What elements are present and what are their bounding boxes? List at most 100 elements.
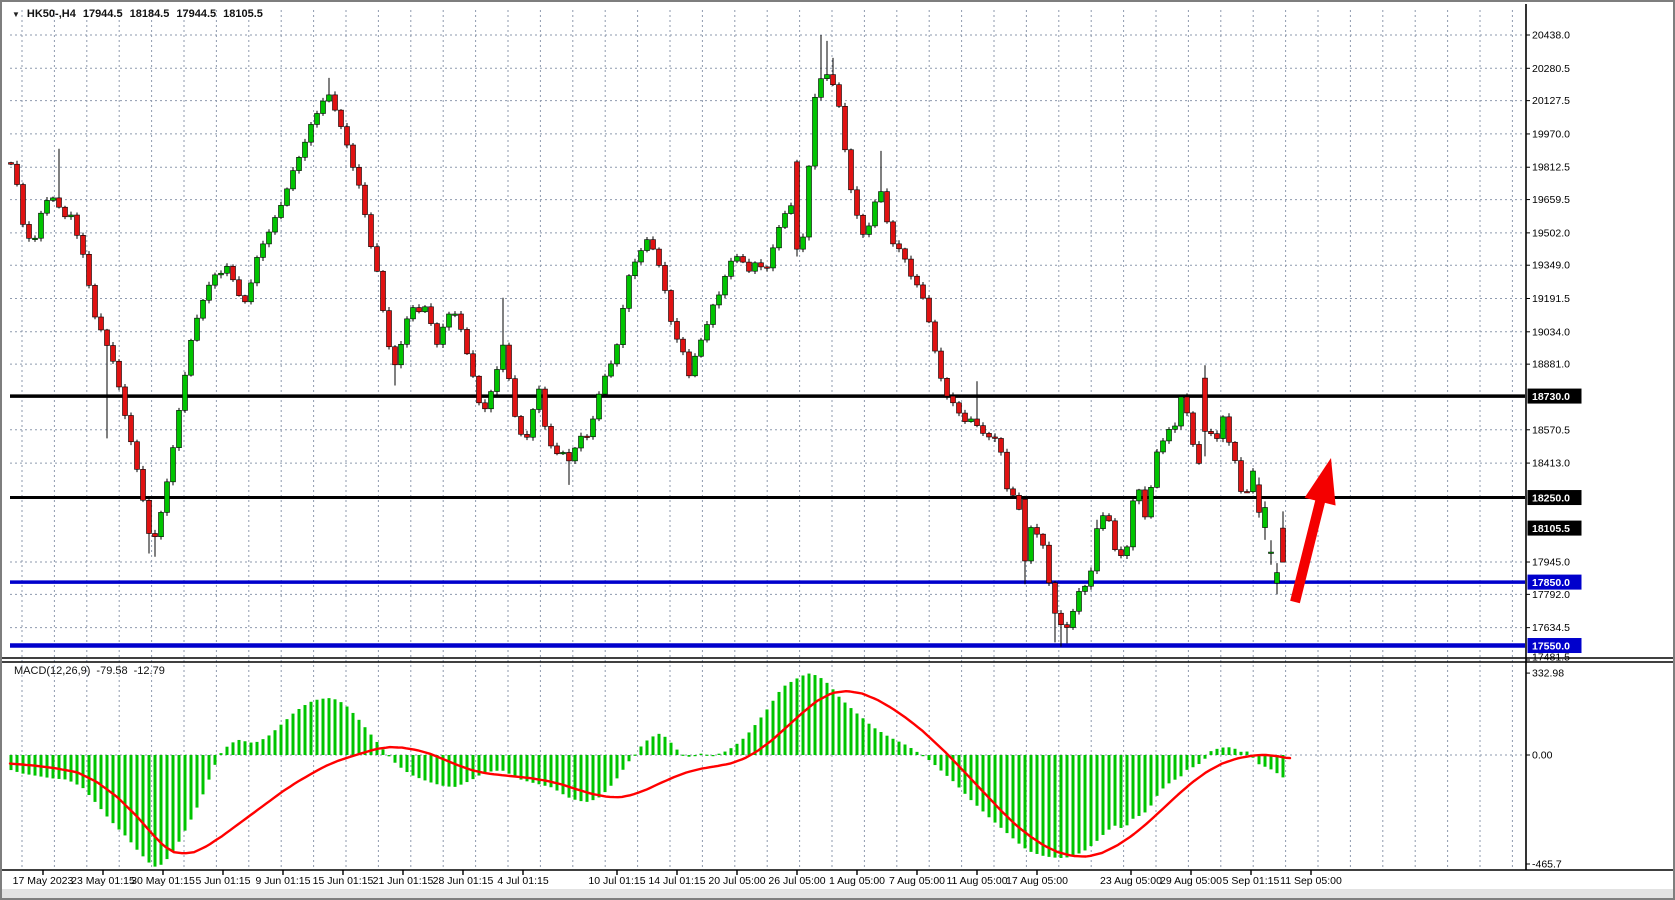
candlestick xyxy=(74,214,80,236)
candlestick xyxy=(1232,441,1238,461)
macd-histogram-bar xyxy=(561,755,565,795)
macd-histogram-bar xyxy=(939,755,943,771)
candlestick xyxy=(374,246,380,272)
macd-histogram-bar xyxy=(393,755,397,763)
candlestick xyxy=(854,189,860,216)
candlestick xyxy=(602,375,608,395)
candlestick xyxy=(1244,491,1250,494)
candlestick xyxy=(614,344,620,365)
time-axis-label: 20 Jul 05:00 xyxy=(708,875,765,887)
price-axis-label: 17792.0 xyxy=(1532,589,1570,601)
macd-histogram-bar xyxy=(1149,755,1153,806)
candlestick xyxy=(626,275,632,309)
macd-histogram-bar xyxy=(135,755,139,850)
macd-histogram-bar xyxy=(1119,755,1123,828)
candlestick xyxy=(50,197,56,201)
macd-histogram-bar xyxy=(861,718,865,755)
candlestick xyxy=(1280,527,1286,563)
candlestick xyxy=(290,170,296,190)
macd-histogram-bar xyxy=(705,754,709,756)
candlestick xyxy=(380,270,386,311)
macd-histogram-bar xyxy=(741,738,745,755)
candlestick xyxy=(332,94,338,111)
price-badge-label: 18105.5 xyxy=(1532,523,1570,535)
time-axis-label: 1 Aug 05:00 xyxy=(829,875,885,887)
macd-histogram-bar xyxy=(1209,751,1213,755)
macd-histogram-bar xyxy=(783,685,787,755)
candlestick xyxy=(1214,433,1220,439)
quote-open: 17944.5 xyxy=(82,8,123,20)
candlestick xyxy=(914,275,920,286)
candlestick xyxy=(458,313,464,330)
macd-histogram-bar xyxy=(141,755,145,857)
macd-histogram-bar xyxy=(459,755,463,785)
macd-histogram-bar xyxy=(1125,755,1129,826)
symbol-dropdown-icon[interactable]: ▼ xyxy=(12,9,20,19)
macd-histogram-bar xyxy=(267,735,271,755)
candlestick xyxy=(524,434,530,438)
price-axis-label: 20127.5 xyxy=(1532,95,1570,107)
candlestick xyxy=(1082,585,1088,592)
macd-histogram-bar xyxy=(1077,755,1081,854)
candlestick xyxy=(224,266,230,274)
candlestick xyxy=(632,261,638,276)
candlestick xyxy=(260,243,266,258)
macd-histogram-bar xyxy=(201,755,205,795)
macd-histogram-bar xyxy=(693,755,697,757)
macd-histogram-bar xyxy=(1245,751,1249,755)
macd-histogram-bar xyxy=(963,755,967,794)
candlestick xyxy=(572,447,578,462)
candlestick xyxy=(704,324,710,341)
candlestick xyxy=(104,329,110,346)
candlestick xyxy=(1016,495,1022,510)
time-axis-label: 9 Jun 01:15 xyxy=(256,875,311,887)
trend-arrow-shaft[interactable] xyxy=(1290,494,1327,604)
quote-high: 18184.5 xyxy=(129,8,170,20)
macd-histogram-bar xyxy=(753,725,757,755)
macd-histogram-bar xyxy=(759,717,763,755)
macd-histogram-bar xyxy=(99,755,103,810)
macd-histogram-bar xyxy=(321,698,325,755)
candlestick xyxy=(434,323,440,345)
candlestick xyxy=(1070,610,1076,628)
macd-histogram-bar xyxy=(855,713,859,755)
trend-arrow-head[interactable] xyxy=(1304,458,1336,506)
macd-histogram-bar xyxy=(519,755,523,780)
candlestick xyxy=(1172,425,1178,430)
macd-histogram-bar xyxy=(609,755,613,786)
macd-histogram-bar xyxy=(147,755,151,863)
macd-histogram-bar xyxy=(633,754,637,756)
macd-histogram-bar xyxy=(369,734,373,755)
macd-histogram-bar xyxy=(819,678,823,755)
time-axis-label: 17 May 2023 xyxy=(13,875,74,887)
macd-histogram-bar xyxy=(849,708,853,755)
time-axis-label: 17 Aug 05:00 xyxy=(1006,875,1068,887)
quote-close: 18105.5 xyxy=(223,8,263,20)
candlestick xyxy=(1106,515,1112,522)
candlestick xyxy=(506,344,512,379)
candlestick xyxy=(1100,515,1106,529)
macd-histogram-bar xyxy=(567,755,571,798)
time-axis-label: 11 Sep 05:00 xyxy=(1280,875,1342,887)
macd-histogram-bar xyxy=(789,681,793,755)
candlestick xyxy=(1196,444,1202,464)
time-axis-label: 29 Aug 05:00 xyxy=(1160,875,1222,887)
candlestick xyxy=(428,306,434,324)
macd-histogram-bar xyxy=(591,755,595,801)
time-axis-label: 14 Jul 01:15 xyxy=(648,875,705,887)
candlestick xyxy=(770,247,776,269)
candlestick xyxy=(500,344,506,370)
candlestick xyxy=(212,274,218,286)
macd-histogram-bar xyxy=(729,748,733,755)
price-axis-label: 19970.0 xyxy=(1532,128,1570,140)
candlestick xyxy=(194,317,200,341)
macd-axis-label: 332.98 xyxy=(1532,668,1564,680)
macd-histogram-bar xyxy=(1167,755,1171,784)
candlestick xyxy=(146,499,152,534)
candlestick xyxy=(188,339,194,376)
candlestick xyxy=(884,191,890,223)
candlestick xyxy=(722,276,728,296)
price-axis-label: 17945.0 xyxy=(1532,557,1570,569)
macd-histogram-bar xyxy=(1101,755,1105,835)
